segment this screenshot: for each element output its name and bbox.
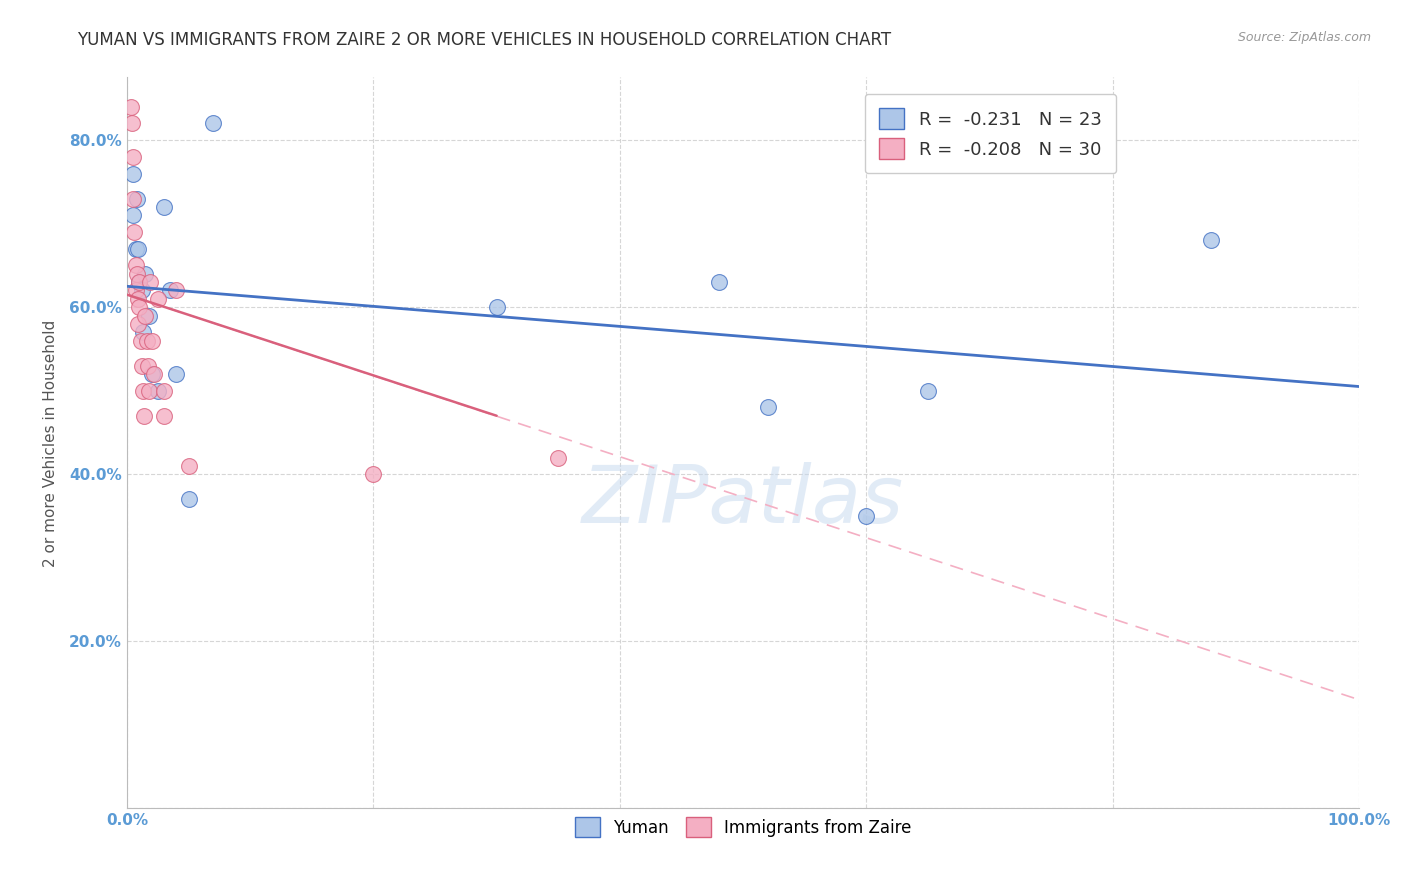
Point [136, 359, 159, 373]
Point [134, 309, 156, 323]
Point [127, 242, 149, 256]
Point [146, 292, 169, 306]
Point [122, 150, 145, 164]
Point [131, 359, 153, 373]
Point [132, 384, 155, 398]
Point [122, 192, 145, 206]
Point [127, 317, 149, 331]
Point [134, 409, 156, 423]
Text: Source: ZipAtlas.com: Source: ZipAtlas.com [1237, 31, 1371, 45]
Point [127, 292, 149, 306]
Point [135, 334, 157, 348]
Point [485, 300, 508, 314]
Point [153, 384, 176, 398]
Point [143, 367, 166, 381]
Point [177, 492, 200, 507]
Point [128, 275, 150, 289]
Point [165, 367, 187, 381]
Point [202, 116, 225, 130]
Point [153, 200, 176, 214]
Point [124, 225, 146, 239]
Point [124, 284, 146, 298]
Point [139, 275, 162, 289]
Legend: Yuman, Immigrants from Zaire: Yuman, Immigrants from Zaire [568, 810, 918, 844]
Point [131, 284, 153, 298]
Point [138, 309, 160, 323]
Point [138, 384, 160, 398]
Point [1201, 233, 1223, 247]
Point [707, 275, 730, 289]
Point [159, 284, 181, 298]
Point [141, 334, 163, 348]
Point [120, 100, 142, 114]
Point [855, 509, 877, 524]
Point [756, 401, 779, 415]
Text: ZIPatlas: ZIPatlas [582, 462, 904, 541]
Point [146, 384, 169, 398]
Point [141, 367, 163, 381]
Text: YUMAN VS IMMIGRANTS FROM ZAIRE 2 OR MORE VEHICLES IN HOUSEHOLD CORRELATION CHART: YUMAN VS IMMIGRANTS FROM ZAIRE 2 OR MORE… [77, 31, 891, 49]
Point [124, 242, 146, 256]
Point [122, 208, 145, 222]
Point [122, 167, 145, 181]
Point [125, 267, 148, 281]
Point [128, 300, 150, 314]
Point [124, 259, 146, 273]
Point [547, 450, 569, 465]
Point [363, 467, 385, 482]
Point [177, 458, 200, 473]
Point [165, 284, 187, 298]
Point [917, 384, 939, 398]
Point [134, 267, 156, 281]
Point [129, 334, 152, 348]
Point [128, 275, 150, 289]
Point [121, 116, 143, 130]
Point [153, 409, 176, 423]
Y-axis label: 2 or more Vehicles in Household: 2 or more Vehicles in Household [44, 319, 58, 566]
Point [132, 325, 155, 339]
Point [125, 192, 148, 206]
